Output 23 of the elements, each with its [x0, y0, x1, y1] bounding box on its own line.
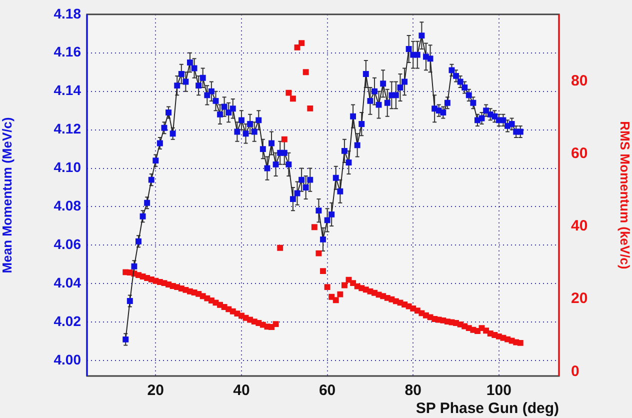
y-tick-label: 4.06 [54, 236, 82, 252]
y-tick-label: 4.00 [54, 351, 82, 368]
y2-tick-label: 80 [571, 72, 588, 90]
y2-tick-label: 20 [571, 290, 588, 308]
y-tick-label: 4.04 [54, 274, 82, 291]
y2-axis-title: RMS Momentum (keV/c) [618, 121, 632, 270]
y2-tick-label: 40 [571, 218, 588, 235]
y2-tick-label: 0 [571, 362, 580, 380]
y-tick-label: 4.12 [54, 120, 82, 137]
y-tick-label: 4.16 [54, 44, 82, 60]
y-tick-label: 4.02 [54, 313, 82, 330]
x-tick-label: 80 [404, 382, 422, 400]
y-axis-title: Mean Momentum (MeV/c) [0, 117, 14, 274]
y-tick-label: 4.08 [54, 198, 82, 214]
y2-tick-label: 60 [571, 144, 588, 162]
x-tick-label: 60 [318, 382, 336, 400]
y-tick-label: 4.10 [54, 159, 82, 176]
y-tick-label: 4.18 [54, 5, 82, 22]
x-tick-label: 100 [486, 382, 512, 400]
y-tick-label: 4.14 [54, 82, 82, 98]
x-tick-label: 20 [147, 382, 164, 400]
x-axis-title: SP Phase Gun (deg) [416, 400, 559, 418]
x-tick-label: 40 [233, 382, 250, 400]
